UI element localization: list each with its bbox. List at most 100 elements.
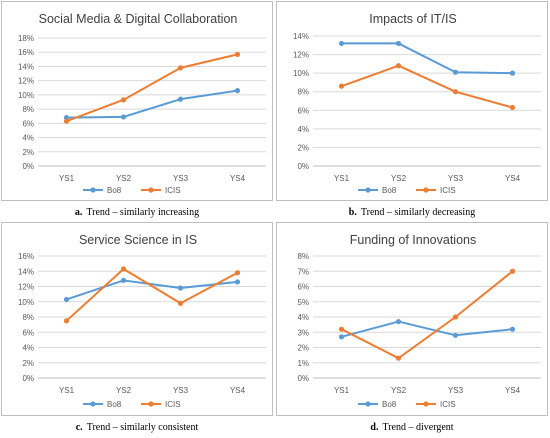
y-tick-label: 12% (18, 283, 34, 292)
y-tick-label: 0% (22, 162, 34, 171)
data-point-icis (452, 89, 459, 95)
caption-text-c: Trend – similarly consistent (86, 422, 199, 433)
y-tick-label: 4% (297, 313, 309, 322)
y-tick-label: 8% (297, 252, 309, 261)
y-tick-label: 5% (297, 298, 309, 307)
series-line-bo8 (341, 320, 513, 338)
legend-marker-icis (148, 401, 154, 407)
legend-label-icis: ICIS (165, 400, 181, 409)
y-tick-label: 2% (297, 344, 309, 353)
caption-letter-b: b. (348, 207, 357, 218)
legend-label-bo8: Bo8 (382, 400, 397, 409)
x-tick-label: YS4 (505, 386, 521, 395)
data-point-bo8 (338, 334, 345, 340)
legend-marker-icis (423, 401, 429, 407)
y-tick-label: 2% (297, 143, 309, 152)
chart-title: Social Media & Digital Collaboration (39, 12, 238, 26)
data-point-icis (177, 65, 184, 71)
chart-title: Impacts of IT/IS (369, 12, 457, 26)
legend-label-bo8: Bo8 (107, 186, 122, 195)
data-point-bo8 (509, 70, 516, 76)
y-tick-label: 8% (297, 88, 309, 97)
x-tick-label: YS3 (448, 174, 464, 183)
data-point-icis (452, 314, 459, 320)
legend-marker-icis (423, 187, 429, 193)
legend-marker-bo8 (90, 401, 96, 407)
data-point-icis (63, 318, 70, 324)
y-tick-label: 4% (22, 134, 34, 143)
legend-marker-bo8 (365, 187, 371, 193)
x-tick-label: YS1 (334, 174, 350, 183)
x-tick-label: YS1 (334, 386, 350, 395)
caption-c: c. Trend – similarly consistent (1, 422, 273, 433)
chart-title: Service Science in IS (79, 233, 197, 247)
data-point-icis (395, 355, 402, 361)
data-point-icis (120, 97, 127, 103)
y-tick-label: 16% (18, 48, 34, 57)
caption-text-b: Trend – similarly decreasing (360, 207, 476, 218)
data-point-bo8 (63, 115, 70, 121)
series-line-bo8 (66, 279, 238, 301)
y-tick-label: 12% (293, 51, 309, 60)
legend-label-icis: ICIS (165, 186, 181, 195)
y-tick-label: 6% (22, 119, 34, 128)
chart-panel-b: Impacts of IT/IS 0% 2% 4% 6% 8% 10% 12% 14% YS1 YS… (276, 1, 548, 201)
data-point-bo8 (395, 40, 402, 47)
y-tick-label: 10% (18, 91, 34, 100)
chart-panel-a: Social Media & Digital Collaboration 0% 2%… (1, 1, 273, 201)
series-line-icis (341, 270, 514, 360)
x-tick-label: YS3 (173, 386, 189, 395)
data-point-bo8 (234, 88, 241, 94)
y-tick-label: 14% (293, 32, 309, 41)
x-tick-label: YS3 (448, 386, 464, 395)
y-tick-label: 18% (18, 34, 34, 43)
y-tick-label: 8% (22, 313, 34, 322)
data-point-icis (234, 51, 241, 57)
y-tick-label: 3% (297, 328, 309, 337)
y-tick-label: 2% (22, 359, 34, 368)
y-tick-label: 16% (18, 252, 34, 261)
data-point-icis (509, 268, 516, 274)
data-point-bo8 (177, 96, 184, 102)
y-tick-label: 6% (22, 328, 34, 337)
x-tick-label: YS4 (505, 174, 521, 183)
data-point-bo8 (509, 326, 516, 332)
caption-letter-d: d. (370, 422, 379, 433)
chart-a: Social Media & Digital Collaboration 0% 2%… (18, 12, 266, 195)
series-line-icis (341, 64, 513, 109)
y-tick-label: 2% (22, 148, 34, 157)
data-point-bo8 (63, 296, 70, 303)
series-line-icis (65, 267, 238, 322)
chart-panel-c: Service Science in IS 0% 2% 4% 6% 8% 10% 12% 14%… (1, 222, 273, 416)
legend-marker-bo8 (90, 187, 96, 193)
legend-label-bo8: Bo8 (107, 400, 122, 409)
y-tick-label: 1% (297, 359, 309, 368)
data-point-bo8 (452, 332, 459, 338)
caption-text-a: Trend – similarly increasing (86, 207, 200, 218)
chart-d: Funding of Innovations 0% 1% 2% 3% 4% 5% 6% 7% 8%… (297, 233, 541, 409)
y-tick-label: 14% (18, 267, 34, 276)
legend-label-icis: ICIS (440, 400, 456, 409)
x-tick-label: YS1 (59, 386, 75, 395)
x-tick-label: YS3 (173, 174, 189, 183)
y-tick-label: 0% (297, 162, 309, 171)
legend-label-bo8: Bo8 (382, 186, 397, 195)
caption-a: a. Trend – similarly increasing (1, 207, 273, 218)
legend-marker-bo8 (365, 401, 371, 407)
caption-b: b. Trend – similarly decreasing (276, 207, 548, 218)
data-point-bo8 (338, 40, 345, 47)
x-tick-label: YS1 (59, 174, 75, 183)
data-point-bo8 (452, 69, 459, 75)
y-tick-label: 6% (297, 106, 309, 115)
x-tick-label: YS2 (116, 174, 132, 183)
chart-title: Funding of Innovations (350, 233, 476, 247)
data-point-icis (234, 270, 241, 276)
chart-c: Service Science in IS 0% 2% 4% 6% 8% 10% 12% 14%… (18, 233, 266, 409)
series-line-bo8 (341, 42, 513, 75)
legend-marker-icis (148, 187, 154, 193)
chart-panel-d: Funding of Innovations 0% 1% 2% 3% 4% 5% 6% 7% 8%… (276, 222, 548, 416)
data-point-bo8 (120, 277, 127, 283)
series-line-icis (66, 53, 238, 123)
y-tick-label: 4% (297, 125, 309, 134)
caption-letter-c: c. (75, 422, 83, 433)
